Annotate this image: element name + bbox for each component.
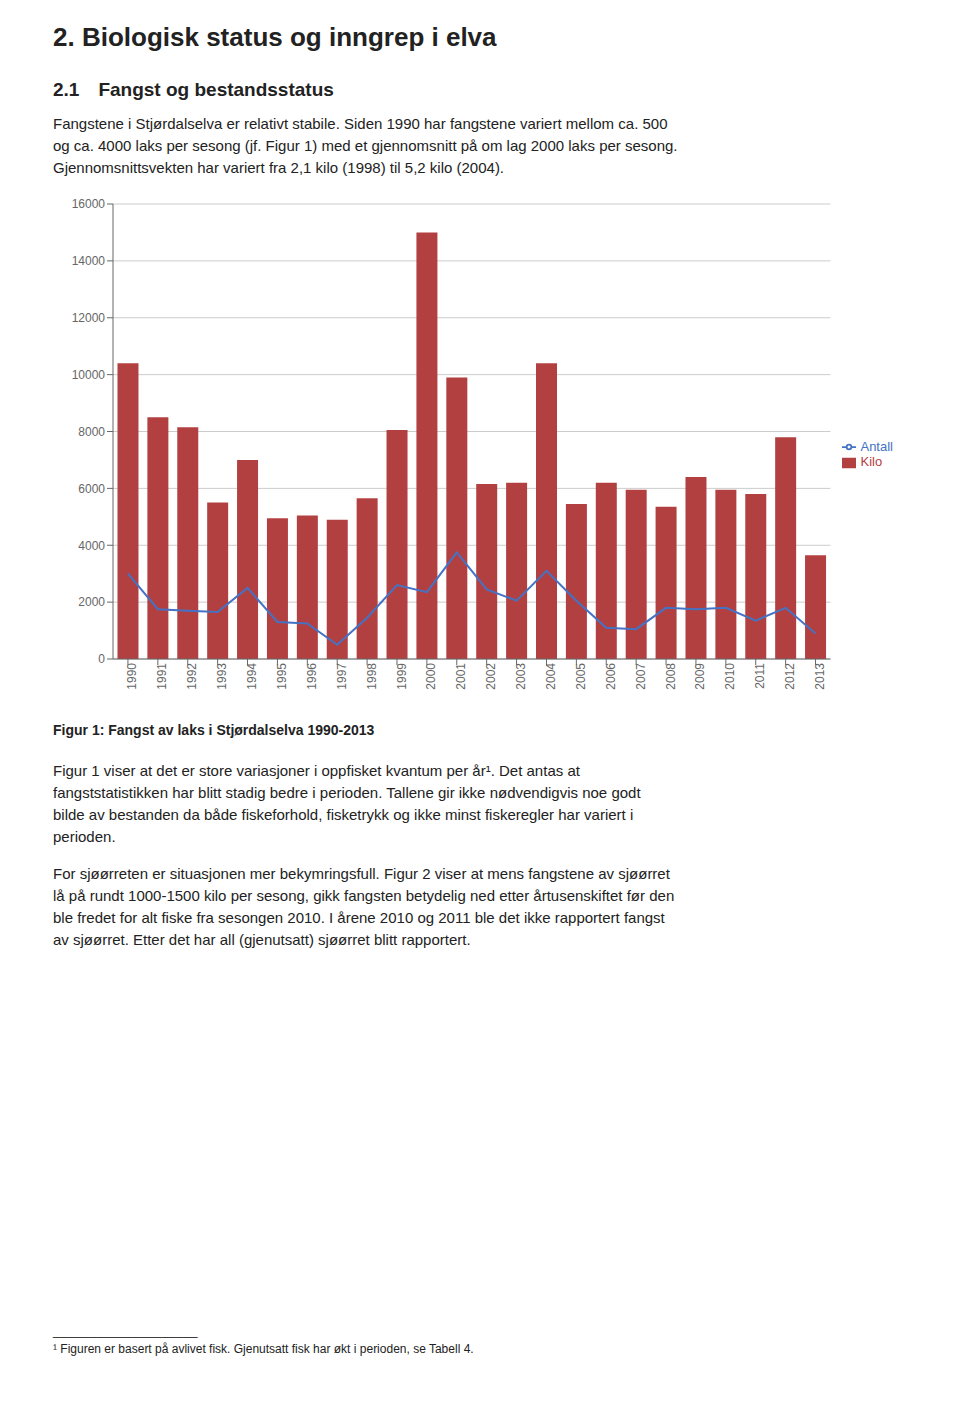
svg-text:2003: 2003	[514, 663, 528, 690]
svg-text:6000: 6000	[78, 482, 105, 496]
svg-text:1990: 1990	[125, 663, 139, 690]
html-text:Fangstene i Stjørdalselva er r: Fangstene i Stjørdalselva er relativt st…	[53, 115, 678, 176]
svg-text:1996: 1996	[305, 663, 319, 690]
svg-text:2001: 2001	[454, 663, 468, 690]
html-text:Antall: Antall	[860, 438, 893, 454]
svg-text:2009: 2009	[693, 663, 707, 690]
svg-text:1995: 1995	[275, 663, 289, 690]
svg-text:2010: 2010	[723, 663, 737, 690]
svg-text:2008: 2008	[664, 663, 678, 690]
svg-text:2007: 2007	[634, 663, 648, 690]
svg-text:1992: 1992	[185, 663, 199, 690]
svg-text:2005: 2005	[574, 663, 588, 690]
svg-text:2013: 2013	[813, 663, 827, 690]
html-text:Figur 1: Fangst av laks i Stjø: Figur 1: Fangst av laks i Stjørdalselva …	[53, 722, 375, 739]
html-text:2.1 Fangst og bestandsstatus: 2.1 Fangst og bestandsstatus	[53, 79, 334, 100]
svg-text:1998: 1998	[365, 663, 379, 690]
html-text:Kilo: Kilo	[860, 454, 883, 470]
svg-text:1993: 1993	[215, 663, 229, 690]
svg-text:2002: 2002	[484, 663, 498, 690]
svg-text:2000: 2000	[424, 663, 438, 690]
svg-text:2006: 2006	[604, 663, 618, 690]
html-text:2. Biologisk status og inngrep: 2. Biologisk status og inngrep i elva	[53, 22, 497, 52]
html-text:For sjøørreten er situasjonen: For sjøørreten er situasjonen mer bekymr…	[53, 865, 675, 948]
svg-text:4000: 4000	[78, 539, 105, 553]
svg-text:2004: 2004	[544, 663, 558, 690]
html-text:Figur 1 viser at det er store: Figur 1 viser at det er store variasjone…	[53, 762, 641, 845]
svg-text:1997: 1997	[335, 663, 349, 690]
svg-text:1999: 1999	[395, 663, 409, 690]
svg-text:0: 0	[98, 653, 105, 667]
html-text:¹ Figuren er basert på avlivet: ¹ Figuren er basert på avlivet fisk. Gje…	[53, 1342, 474, 1356]
svg-text:2000: 2000	[78, 596, 105, 610]
svg-text:12000: 12000	[72, 311, 106, 325]
svg-text:14000: 14000	[72, 254, 106, 268]
svg-text:16000: 16000	[72, 198, 106, 212]
svg-text:1991: 1991	[155, 663, 169, 690]
svg-text:1994: 1994	[245, 663, 259, 690]
svg-text:10000: 10000	[72, 368, 106, 382]
svg-text:2011: 2011	[753, 663, 767, 689]
svg-text:2012: 2012	[783, 663, 797, 690]
svg-text:8000: 8000	[78, 425, 105, 439]
